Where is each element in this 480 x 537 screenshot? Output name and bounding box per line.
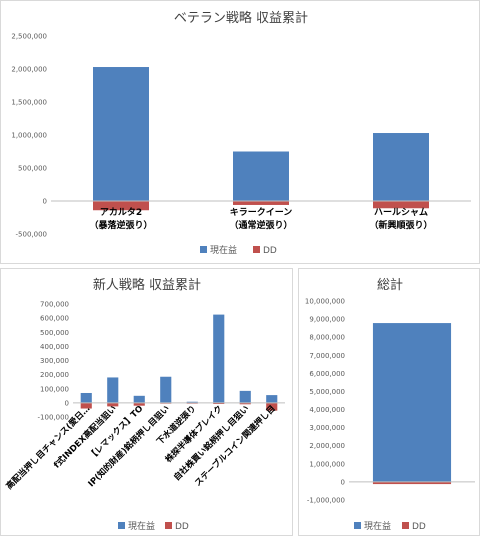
total-chart: 総計 10,000,000 9,000,000 8,000,000 7,000,000… bbox=[298, 268, 480, 536]
y-tick-label: 700,000 bbox=[40, 301, 69, 309]
bar-profit bbox=[133, 395, 145, 403]
y-tick-label: 200,000 bbox=[40, 371, 69, 379]
bar-profit bbox=[213, 314, 225, 403]
total-plot: 10,000,000 9,000,000 8,000,000 7,000,000 6,0… bbox=[305, 298, 475, 505]
chart-title: 新人戦略 収益累計 bbox=[93, 277, 201, 293]
y-tick-label: 500,000 bbox=[40, 329, 69, 337]
bar-dd bbox=[373, 201, 429, 209]
y-tick-label: 2,000,000 bbox=[309, 442, 345, 450]
bar-dd bbox=[266, 402, 278, 411]
y-tick-label: 300,000 bbox=[40, 357, 69, 365]
veteran-strategy-chart: ベテラン戦略 収益累計 2,500,000 2,000,000 1,500,000 1… bbox=[0, 0, 480, 264]
bar-dd bbox=[213, 402, 225, 405]
bar-profit bbox=[266, 395, 278, 403]
y-tick-label: 1,500,000 bbox=[11, 99, 47, 107]
bar-dd bbox=[93, 201, 149, 211]
bar-dd bbox=[80, 402, 92, 409]
y-tick-label: 1,000,000 bbox=[11, 132, 47, 140]
bar-profit bbox=[239, 390, 251, 403]
chart-title: 総計 bbox=[377, 277, 403, 293]
y-tick-label: 0 bbox=[43, 198, 47, 206]
legend-label-profit: 現在益 bbox=[210, 244, 237, 256]
y-tick-label: 2,000,000 bbox=[11, 66, 47, 74]
legend-swatch-dd bbox=[253, 246, 260, 253]
legend-label-profit: 現在益 bbox=[128, 520, 155, 532]
y-tick-label: 2,500,000 bbox=[11, 33, 47, 41]
y-tick-label: 400,000 bbox=[40, 343, 69, 351]
bar-profit bbox=[160, 376, 172, 403]
y-tick-label: 100,000 bbox=[40, 385, 69, 393]
legend-label-dd: DD bbox=[175, 522, 189, 532]
category-label: （新興順張り） bbox=[369, 219, 432, 231]
chart-legend: 現在益 DD bbox=[118, 520, 189, 532]
y-tick-label: 1,000,000 bbox=[309, 460, 345, 468]
total-chart-canvas: 総計 10,000,000 9,000,000 8,000,000 7,000,000… bbox=[305, 277, 475, 532]
bar-profit bbox=[373, 133, 429, 201]
y-tick-label: 9,000,000 bbox=[309, 316, 345, 324]
bar-profit bbox=[93, 67, 149, 202]
bar-dd bbox=[233, 201, 289, 205]
bar-dd bbox=[372, 481, 452, 485]
y-tick-label: -500,000 bbox=[16, 231, 47, 239]
chart-legend: 現在益 DD bbox=[354, 520, 426, 532]
y-tick-label: 600,000 bbox=[40, 315, 69, 323]
veteran-chart-canvas: ベテラン戦略 収益累計 2,500,000 2,000,000 1,500,000 1… bbox=[11, 10, 471, 256]
y-tick-label: 0 bbox=[341, 478, 345, 486]
category-label: ハールシャム bbox=[374, 207, 428, 218]
bar-dd bbox=[239, 402, 251, 405]
y-tick-label: 4,000,000 bbox=[309, 406, 345, 414]
y-tick-label: 8,000,000 bbox=[309, 334, 345, 342]
bar-profit bbox=[186, 401, 198, 403]
bar-dd bbox=[133, 402, 145, 406]
y-tick-label: 10,000,000 bbox=[305, 298, 345, 306]
bar-profit bbox=[233, 151, 289, 201]
bar-profit bbox=[107, 377, 119, 403]
y-tick-label: -1,000,000 bbox=[307, 497, 345, 505]
category-label: キラークイーン bbox=[230, 207, 293, 218]
y-tick-label: 500,000 bbox=[18, 165, 47, 173]
chart-title: ベテラン戦略 収益累計 bbox=[174, 10, 308, 26]
y-tick-label: -100,000 bbox=[38, 414, 69, 422]
y-tick-label: 7,000,000 bbox=[309, 352, 345, 360]
veteran-plot: 2,500,000 2,000,000 1,500,000 1,000,000 500,… bbox=[11, 33, 471, 239]
bar-dd bbox=[107, 402, 119, 407]
chart-legend: 現在益 DD bbox=[200, 244, 277, 256]
category-label: アカルタ2 bbox=[100, 206, 142, 218]
legend-swatch-profit bbox=[118, 522, 125, 529]
legend-swatch-dd bbox=[402, 522, 409, 529]
bar-profit bbox=[372, 323, 452, 482]
newcomer-plot: 700,000 600,000 500,000 400,000 300,000 200,0… bbox=[4, 301, 285, 492]
legend-label-dd: DD bbox=[263, 246, 277, 256]
newcomer-chart-canvas: 新人戦略 収益累計 700,000 600,000 500,000 400,000 30… bbox=[4, 277, 285, 532]
y-tick-label: 6,000,000 bbox=[309, 370, 345, 378]
bar-profit bbox=[80, 392, 92, 403]
legend-swatch-dd bbox=[165, 522, 172, 529]
y-tick-label: 3,000,000 bbox=[309, 424, 345, 432]
y-tick-label: 5,000,000 bbox=[309, 388, 345, 396]
legend-swatch-profit bbox=[354, 522, 361, 529]
legend-swatch-profit bbox=[200, 246, 207, 253]
newcomer-strategy-chart: 新人戦略 収益累計 700,000 600,000 500,000 400,000 30… bbox=[0, 268, 293, 536]
y-tick-label: 0 bbox=[65, 399, 69, 407]
legend-label-profit: 現在益 bbox=[364, 520, 391, 532]
category-label: （通常逆張り） bbox=[229, 219, 292, 231]
category-label: （暴落逆張り） bbox=[89, 219, 152, 231]
legend-label-dd: DD bbox=[412, 522, 426, 532]
